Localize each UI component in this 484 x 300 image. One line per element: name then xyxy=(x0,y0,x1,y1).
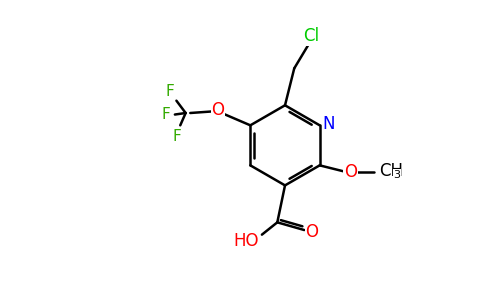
Text: O: O xyxy=(344,163,357,181)
Text: F: F xyxy=(172,129,181,144)
Text: 3: 3 xyxy=(393,169,401,180)
Text: F: F xyxy=(166,84,175,99)
Text: Cl: Cl xyxy=(303,27,319,45)
Text: CH: CH xyxy=(379,162,403,180)
Text: O: O xyxy=(212,101,225,119)
Text: N: N xyxy=(323,115,335,133)
Text: O: O xyxy=(305,223,318,241)
Text: F: F xyxy=(161,107,170,122)
Text: HO: HO xyxy=(234,232,259,250)
